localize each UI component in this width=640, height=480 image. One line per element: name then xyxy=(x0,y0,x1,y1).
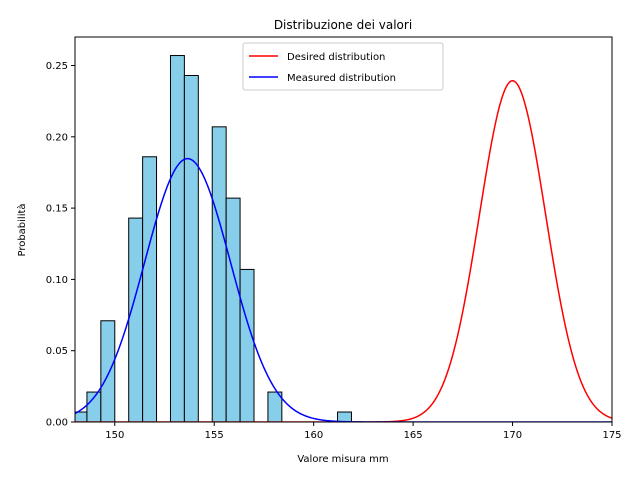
histogram-bar xyxy=(142,156,158,422)
x-tick-label: 170 xyxy=(503,430,522,441)
x-tick-label: 165 xyxy=(404,430,423,441)
x-tick-label: 150 xyxy=(105,430,124,441)
histogram-bar xyxy=(169,55,185,422)
legend-label-measured: Measured distribution xyxy=(287,73,396,84)
histogram-bar xyxy=(128,217,144,422)
plot-frame xyxy=(74,36,613,423)
y-tick-label: 0.15 xyxy=(46,204,68,215)
y-tick-label: 0.10 xyxy=(46,275,68,286)
chart-title: Distribuzione dei valori xyxy=(274,18,412,32)
histogram-bar xyxy=(100,320,116,422)
y-tick-label: 0.25 xyxy=(46,61,68,72)
legend-label-desired: Desired distribution xyxy=(287,52,385,63)
x-axis-ticks: 150 155 160 165 170 175 xyxy=(105,422,622,441)
legend-box xyxy=(242,42,444,91)
histogram-bars xyxy=(75,55,352,422)
x-tick-label: 175 xyxy=(602,430,621,441)
legend: Desired distribution Measured distributi… xyxy=(242,42,444,91)
y-tick-label: 0.00 xyxy=(46,418,68,429)
y-tick-label: 0.20 xyxy=(46,132,68,143)
y-axis-ticks: 0.00 0.05 0.10 0.15 0.20 0.25 xyxy=(46,61,75,429)
histogram-bar xyxy=(183,75,199,422)
x-tick-label: 155 xyxy=(205,430,224,441)
histogram-bar xyxy=(337,411,352,422)
x-axis-label: Valore misura mm xyxy=(297,454,388,465)
desired-distribution-line xyxy=(75,79,612,422)
histogram-bar xyxy=(239,268,255,422)
histogram-bar xyxy=(211,126,227,422)
y-tick-label: 0.05 xyxy=(46,346,68,357)
y-axis-label: Probabilità xyxy=(16,203,28,256)
histogram-bar xyxy=(225,197,241,422)
x-tick-label: 160 xyxy=(304,430,323,441)
